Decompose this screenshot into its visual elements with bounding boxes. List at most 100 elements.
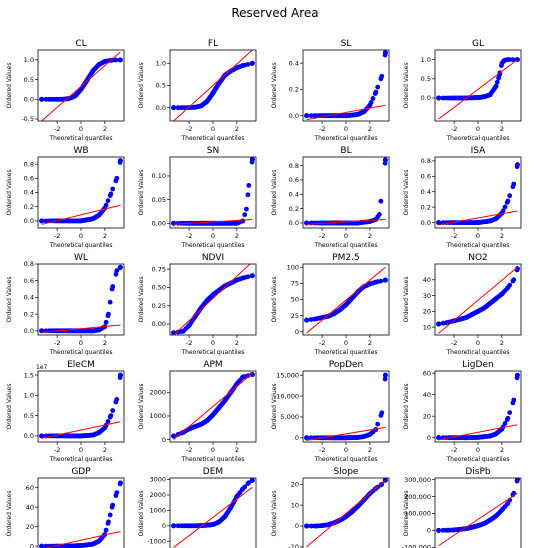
data-point	[250, 273, 255, 279]
y-axis-label: Ordered Values	[138, 384, 145, 430]
data-point	[204, 99, 210, 104]
data-point	[192, 424, 198, 429]
y-tick-label: 0.0	[289, 219, 299, 227]
y-axis-label: Ordered Values	[138, 63, 145, 109]
data-point	[383, 50, 388, 55]
panel-title: NO2	[468, 253, 488, 263]
y-tick-label: 1000	[149, 412, 166, 420]
y-tick-label: 1.5	[24, 371, 34, 379]
y-tick-label: 40	[26, 503, 34, 511]
y-axis-label: Ordered Values	[271, 63, 278, 109]
fit-line	[306, 104, 386, 121]
x-tick-label: 0	[211, 125, 215, 133]
fit-line	[438, 424, 518, 441]
data-point	[436, 95, 441, 101]
data-point	[240, 218, 246, 224]
data-point	[505, 285, 511, 291]
data-point	[494, 79, 500, 85]
y-tick-label: 1.0	[421, 56, 431, 64]
data-point	[90, 68, 96, 74]
data-point	[245, 274, 251, 280]
data-point	[515, 478, 520, 483]
data-point	[379, 73, 385, 79]
x-tick-label: -2	[186, 446, 192, 454]
panel-title: ISA	[471, 146, 487, 156]
y-tick-label: 0	[30, 542, 34, 548]
data-point	[186, 323, 192, 328]
data-point	[378, 198, 384, 204]
y-tick-label: 0.8	[24, 260, 34, 268]
data-point	[436, 220, 441, 226]
panel-title: BL	[340, 146, 351, 156]
x-axis-label: Theoretical quantiles	[445, 242, 509, 249]
data-point	[481, 94, 487, 100]
data-point	[319, 523, 325, 528]
x-tick-label: -2	[319, 446, 325, 454]
data-point	[244, 206, 249, 212]
data-point	[106, 519, 111, 525]
data-point	[192, 104, 198, 110]
y-tick-label: 0.2	[289, 205, 299, 213]
data-point	[375, 421, 381, 427]
fit-line	[173, 264, 251, 335]
data-point	[383, 157, 388, 163]
data-point	[499, 507, 505, 513]
data-point	[304, 317, 309, 323]
data-point	[383, 372, 388, 378]
data-point	[343, 302, 349, 308]
plot-frame	[37, 370, 125, 443]
data-point	[186, 523, 192, 529]
y-tick-label: -0.5	[21, 115, 34, 123]
data-point	[505, 501, 511, 506]
fit-line	[173, 486, 253, 548]
axis-multiplier: 1e7	[36, 364, 48, 371]
data-point	[361, 109, 367, 115]
data-point	[110, 186, 116, 192]
x-tick-label: 0	[211, 232, 215, 240]
data-point	[66, 328, 72, 334]
data-point	[66, 218, 72, 224]
data-point	[379, 410, 385, 416]
data-point	[463, 435, 469, 441]
panel-title: SN	[207, 146, 219, 156]
y-tick-label: 0.6	[24, 175, 34, 183]
data-point	[487, 92, 493, 98]
data-point	[240, 63, 246, 68]
y-tick-label: 0.8	[289, 162, 299, 170]
y-tick-label: 2000	[149, 389, 166, 397]
y-tick-label: 0.6	[421, 172, 431, 180]
y-tick-label: 100	[287, 263, 299, 271]
panel-title: CL	[75, 39, 86, 49]
data-point	[228, 504, 234, 510]
y-tick-label: 0.25	[152, 302, 166, 310]
data-point	[451, 95, 457, 101]
data-point	[108, 191, 114, 197]
panel-fl: FL -2 0 2 0.0 0.5 1.0 Theoretical quantiles Orde…	[138, 39, 257, 142]
fit-line	[41, 421, 121, 439]
y-tick-label: 300,000	[404, 476, 431, 484]
y-axis-label: Ordered Values	[6, 491, 13, 537]
data-point	[84, 78, 90, 83]
x-tick-label: 0	[476, 446, 480, 454]
x-tick-label: -2	[186, 339, 192, 347]
panel-no2: NO2 -2 0 2 10 20 30 40 Theoretical quantiles Orde…	[403, 253, 522, 356]
fit-line	[41, 51, 121, 121]
data-point	[210, 522, 216, 527]
data-point	[246, 183, 252, 188]
data-point	[507, 410, 513, 415]
fit-line	[43, 531, 121, 548]
y-tick-label: 0.5	[24, 76, 34, 84]
y-tick-label: 0.75	[152, 265, 166, 273]
data-point	[383, 277, 388, 283]
data-point	[118, 372, 123, 378]
x-tick-label: 0	[79, 339, 83, 347]
y-tick-label: 0	[162, 436, 166, 444]
data-point	[198, 220, 204, 226]
data-point	[78, 543, 84, 548]
data-point	[96, 212, 102, 218]
y-axis-label: Ordered Values	[271, 170, 278, 216]
data-point	[451, 527, 457, 533]
data-point	[515, 372, 520, 378]
plot-frame	[434, 370, 522, 443]
x-axis-label: Theoretical quantiles	[445, 456, 509, 463]
